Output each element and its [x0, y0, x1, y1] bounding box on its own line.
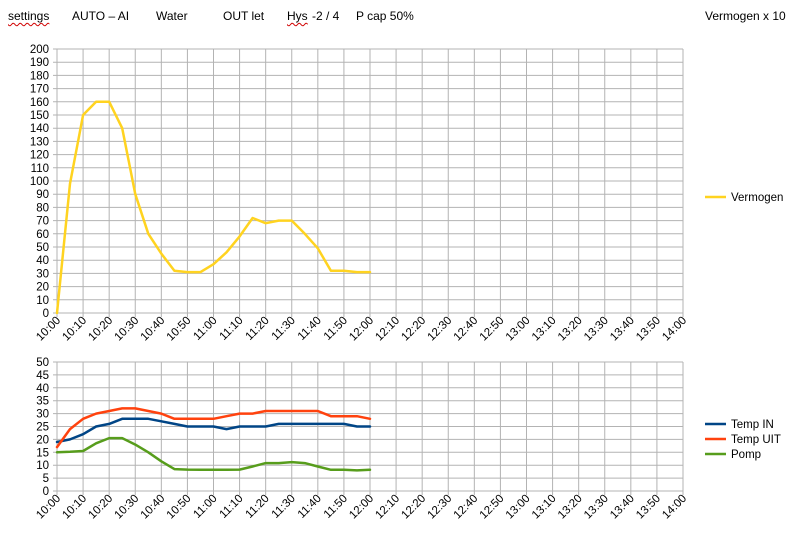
y-tick-label: 90 — [36, 189, 49, 201]
legend-label: Temp IN — [731, 419, 774, 431]
y-tick-label: 70 — [36, 216, 49, 228]
mode-label: AUTO – AI — [72, 9, 130, 23]
x-tick-label: 11:10 — [217, 493, 245, 521]
settings-label: settings — [8, 9, 50, 23]
x-tick-label: 13:20 — [556, 493, 585, 522]
x-tick-label: 10:30 — [113, 493, 142, 522]
series-line-temp-uit — [55, 407, 372, 449]
y-tick-label: 130 — [30, 136, 49, 148]
y-tick-label: 20 — [36, 434, 49, 446]
x-tick-label: 12:00 — [347, 493, 376, 522]
y-tick-label: 100 — [30, 176, 49, 188]
x-tick-label: 13:00 — [504, 493, 533, 522]
x-tick-label: 13:10 — [530, 493, 559, 522]
legend-label: Pomp — [731, 449, 761, 461]
x-tick-label: 11:20 — [244, 493, 272, 521]
x-tick-label: 10:10 — [60, 493, 89, 522]
y-tick-label: 45 — [36, 370, 49, 382]
y-tick-label: 150 — [30, 110, 49, 122]
pcap-label: P cap 50% — [356, 9, 414, 23]
series-line-vermogen — [55, 100, 372, 315]
scale-note: Vermogen x 10 — [705, 9, 786, 23]
x-tick-label: 10:20 — [86, 493, 115, 522]
y-tick-label: 200 — [30, 44, 49, 56]
y-tick-label: 50 — [36, 242, 49, 254]
x-tick-label: 11:40 — [296, 493, 324, 521]
x-tick-label: 12:20 — [399, 493, 428, 522]
y-tick-label: 120 — [30, 150, 49, 162]
legend-label: Vermogen — [731, 192, 783, 204]
y-tick-label: 110 — [31, 163, 49, 175]
outlet-label: OUT let — [223, 9, 265, 23]
legend-label: Temp UIT — [731, 434, 781, 446]
y-tick-label: 180 — [30, 70, 49, 82]
x-tick-label: 12:30 — [426, 493, 455, 522]
x-tick-label: 13:40 — [608, 493, 637, 522]
x-tick-label: 12:50 — [478, 493, 507, 522]
hys-label: Hys — [287, 9, 308, 23]
y-tick-label: 15 — [36, 447, 49, 459]
y-tick-label: 60 — [36, 229, 49, 241]
y-tick-label: 170 — [30, 84, 49, 96]
y-tick-label: 40 — [36, 383, 49, 395]
x-tick-label: 11:50 — [322, 493, 350, 521]
medium-label: Water — [156, 9, 188, 23]
x-tick-label: 10:50 — [165, 493, 194, 522]
y-tick-label: 35 — [36, 396, 49, 408]
y-tick-label: 0 — [43, 308, 49, 320]
y-tick-label: 80 — [36, 202, 49, 214]
hys-value: -2 / 4 — [312, 9, 340, 23]
x-tick-label: 11:00 — [191, 493, 219, 521]
x-tick-label: 12:40 — [452, 493, 481, 522]
y-tick-label: 140 — [30, 123, 49, 135]
x-tick-label: 10:40 — [139, 493, 168, 522]
x-tick-label: 14:00 — [660, 493, 689, 522]
y-tick-label: 30 — [36, 268, 49, 280]
y-tick-label: 30 — [36, 409, 49, 421]
y-tick-label: 10 — [36, 460, 49, 472]
y-tick-label: 10 — [36, 295, 49, 307]
y-tick-label: 20 — [36, 282, 49, 294]
x-tick-label: 11:30 — [270, 493, 298, 521]
y-tick-label: 160 — [30, 97, 49, 109]
y-tick-label: 0 — [43, 486, 49, 498]
x-tick-label: 13:50 — [634, 493, 663, 522]
y-tick-label: 40 — [36, 255, 49, 267]
y-tick-label: 25 — [36, 422, 49, 434]
y-tick-label: 5 — [43, 473, 49, 485]
series-line-pomp — [55, 436, 372, 472]
x-tick-label: 13:30 — [582, 493, 611, 522]
y-tick-label: 50 — [36, 357, 49, 369]
x-tick-label: 12:10 — [373, 493, 402, 522]
y-tick-label: 190 — [30, 57, 49, 69]
